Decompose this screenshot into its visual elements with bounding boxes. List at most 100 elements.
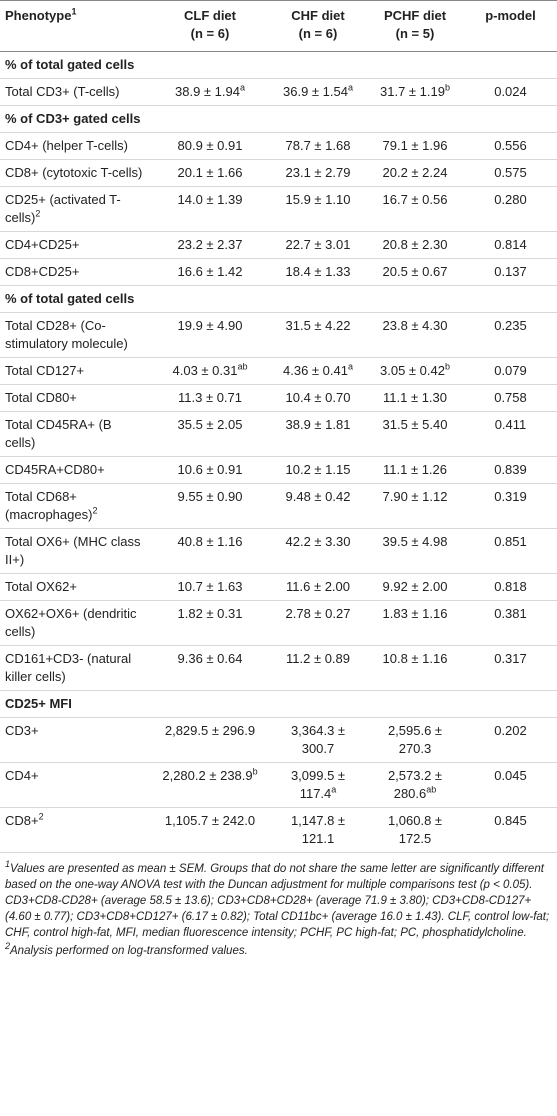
value-cell: 0.317 [464, 645, 557, 691]
cell-text: 0.137 [494, 264, 527, 279]
phenotype-cell: CD4+CD25+ [0, 231, 150, 259]
data-row: CD4+CD25+ 23.2 ± 2.37 22.7 ± 3.01 20.8 ± 2.… [0, 231, 557, 259]
data-row: Total OX62+ 10.7 ± 1.63 11.6 ± 2.00 9.92 ± … [0, 573, 557, 601]
value-cell: 11.1 ± 1.30 [366, 384, 464, 412]
phenotype-cell: Total CD80+ [0, 384, 150, 412]
value-cell: 2,280.2 ± 238.9b [150, 762, 270, 808]
table-body: % of total gated cells Total CD3+ (T-cell… [0, 51, 557, 853]
value-cell: 11.2 ± 0.89 [270, 645, 366, 691]
value-cell: 0.319 [464, 483, 557, 529]
value-cell: 42.2 ± 3.30 [270, 528, 366, 574]
cell-text: 78.7 ± 1.68 [285, 138, 351, 153]
value-cell: 1,060.8 ± 172.5 [366, 807, 464, 853]
cell-text: 38.9 ± 1.94 [175, 84, 240, 99]
footnote: 2Analysis performed on log-transformed v… [5, 942, 552, 959]
value-cell: 1,105.7 ± 242.0 [150, 807, 270, 853]
cell-text: 0.814 [494, 237, 527, 252]
value-cell: 0.839 [464, 456, 557, 484]
section-row: % of CD3+ gated cells [0, 105, 557, 133]
data-row: CD4+ (helper T-cells) 80.9 ± 0.91 78.7 ± 1… [0, 132, 557, 160]
header-cell: PCHF diet (n = 5) [366, 0, 464, 52]
cell-line: (n = 6) [298, 26, 338, 41]
cell-text: Total CD3+ (T-cells) [5, 84, 120, 99]
cell-text: 3,364.3 ± 300.7 [290, 723, 346, 756]
cell-text: 38.9 ± 1.81 [285, 417, 351, 432]
value-cell: 0.556 [464, 132, 557, 160]
cell-text: 9.55 ± 0.90 [177, 489, 243, 504]
cell-text: 23.2 ± 2.37 [177, 237, 243, 252]
data-row: OX62+OX6+ (dendritic cells) 1.82 ± 0.31 2.… [0, 600, 557, 646]
data-row: Total CD3+ (T-cells) 38.9 ± 1.94a 36.9 ± 1… [0, 78, 557, 106]
cell-text: Total CD45RA+ (B cells) [5, 417, 112, 450]
cell-text: Total OX6+ (MHC class II+) [5, 534, 141, 567]
cell-text: CD8+CD25+ [5, 264, 80, 279]
value-cell: 0.280 [464, 186, 557, 232]
cell-text: 0.280 [494, 192, 527, 207]
superscript: ab [237, 361, 248, 372]
table-header: Phenotype1 CLF diet (n = 6) CHF diet (n = 6)… [0, 0, 557, 52]
cell-text: OX62+OX6+ (dendritic cells) [5, 606, 137, 639]
cell-text: % of total gated cells [5, 57, 135, 72]
value-cell: 0.845 [464, 807, 557, 853]
superscript: b [444, 82, 450, 93]
cell-text: 1.83 ± 1.16 [382, 606, 448, 621]
cell-text: 18.4 ± 1.33 [285, 264, 351, 279]
cell-text: 0.235 [494, 318, 527, 333]
value-cell: 31.5 ± 4.22 [270, 312, 366, 358]
cell-text: CD3+ [5, 723, 39, 738]
phenotype-cell: CD8+CD25+ [0, 258, 150, 286]
value-cell: 2.78 ± 0.27 [270, 600, 366, 646]
value-cell: 9.92 ± 2.00 [366, 573, 464, 601]
value-cell: 2,595.6 ± 270.3 [366, 717, 464, 763]
section-label: CD25+ MFI [0, 690, 557, 718]
value-cell: 3,099.5 ± 117.4a [270, 762, 366, 808]
cell-text: 80.9 ± 0.91 [177, 138, 243, 153]
cell-text: % of total gated cells [5, 291, 135, 306]
cell-text: 0.045 [494, 768, 527, 783]
cell-text: 2,573.2 ± 280.6 [387, 768, 443, 801]
value-cell: 0.079 [464, 357, 557, 385]
cell-text: 11.1 ± 1.26 [383, 462, 447, 477]
cell-text: 10.4 ± 0.70 [285, 390, 351, 405]
cell-text: 10.2 ± 1.15 [285, 462, 351, 477]
cell-text: 11.6 ± 2.00 [286, 579, 350, 594]
value-cell: 35.5 ± 2.05 [150, 411, 270, 457]
header-cell: p-model [464, 0, 557, 52]
phenotype-cell: CD8+2 [0, 807, 150, 853]
section-label: % of total gated cells [0, 51, 557, 79]
cell-text: 9.92 ± 2.00 [382, 579, 448, 594]
cell-text: 20.8 ± 2.30 [382, 237, 448, 252]
value-cell: 16.6 ± 1.42 [150, 258, 270, 286]
cell-text: 2.78 ± 0.27 [285, 606, 351, 621]
cell-text: 0.575 [494, 165, 527, 180]
phenotype-cell: Total OX62+ [0, 573, 150, 601]
value-cell: 3,364.3 ± 300.7 [270, 717, 366, 763]
cell-text: 0.839 [494, 462, 527, 477]
data-row: CD8+ (cytotoxic T-cells) 20.1 ± 1.66 23.1 … [0, 159, 557, 187]
cell-text: 23.1 ± 2.79 [285, 165, 351, 180]
cell-text: 0.758 [494, 390, 527, 405]
data-row: CD3+ 2,829.5 ± 296.9 3,364.3 ± 300.7 2,595.… [0, 717, 557, 763]
footnote-mark: 1 [5, 859, 11, 870]
value-cell: 0.202 [464, 717, 557, 763]
data-row: Total CD45RA+ (B cells) 35.5 ± 2.05 38.9 ±… [0, 411, 557, 457]
phenotype-cell: CD25+ (activated T-cells)2 [0, 186, 150, 232]
value-cell: 22.7 ± 3.01 [270, 231, 366, 259]
cell-text: 10.7 ± 1.63 [177, 579, 243, 594]
cell-line: PCHF diet [383, 8, 447, 23]
value-cell: 0.137 [464, 258, 557, 286]
value-cell: 0.814 [464, 231, 557, 259]
data-row: CD161+CD3- (natural killer cells) 9.36 ± … [0, 645, 557, 691]
value-cell: 1.83 ± 1.16 [366, 600, 464, 646]
cell-text: 20.5 ± 0.67 [382, 264, 448, 279]
value-cell: 11.1 ± 1.26 [366, 456, 464, 484]
footnote-text: Analysis performed on log-transformed va… [10, 945, 248, 957]
cell-text: CD25+ MFI [5, 696, 72, 711]
value-cell: 10.7 ± 1.63 [150, 573, 270, 601]
header-cell: Phenotype1 [0, 0, 150, 52]
cell-text: 23.8 ± 4.30 [382, 318, 448, 333]
cell-text: 42.2 ± 3.30 [285, 534, 351, 549]
cell-text: 31.7 ± 1.19 [380, 84, 445, 99]
header-cell: CHF diet (n = 6) [270, 0, 366, 52]
value-cell: 19.9 ± 4.90 [150, 312, 270, 358]
